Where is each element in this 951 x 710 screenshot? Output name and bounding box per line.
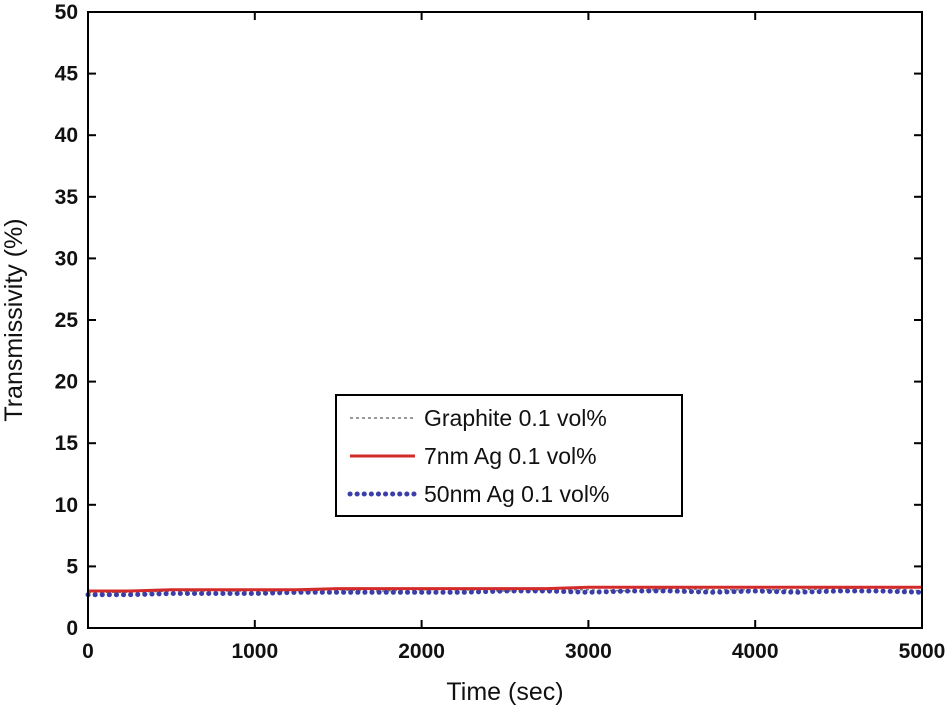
- y-tick-label: 10: [55, 494, 78, 517]
- x-axis-title: Time (sec): [446, 678, 563, 706]
- x-tick-label: 1000: [231, 640, 278, 663]
- legend: Graphite 0.1 vol% 7nm Ag 0.1 vol% 50nm Ag …: [335, 394, 683, 517]
- y-tick-label: 0: [66, 617, 78, 640]
- x-tick-label: 4000: [732, 640, 779, 663]
- series-line-1: [88, 585, 922, 593]
- y-tick-label: 25: [55, 309, 79, 332]
- x-tick-label: 0: [82, 640, 94, 663]
- y-tick-label: 20: [55, 371, 78, 394]
- y-tick-label: 15: [55, 432, 79, 455]
- y-tick-label: 35: [55, 186, 79, 209]
- y-axis-title: Transmissivity (%): [0, 218, 28, 421]
- y-tick-label: 40: [55, 124, 78, 147]
- plot-area-frame: [87, 11, 923, 629]
- legend-label-0: Graphite 0.1 vol%: [424, 405, 607, 431]
- y-tick-label: 50: [55, 1, 78, 24]
- x-tick-label: 2000: [398, 640, 445, 663]
- y-tick-label: 30: [55, 247, 78, 270]
- x-tick-label: 3000: [565, 640, 612, 663]
- series-line-2: [85, 588, 925, 598]
- legend-label-1: 7nm Ag 0.1 vol%: [424, 443, 597, 469]
- y-tick-label: 5: [66, 555, 78, 578]
- x-tick-label: 5000: [899, 640, 946, 663]
- legend-label-2: 50nm Ag 0.1 vol%: [424, 481, 609, 507]
- y-tick-label: 45: [55, 63, 79, 86]
